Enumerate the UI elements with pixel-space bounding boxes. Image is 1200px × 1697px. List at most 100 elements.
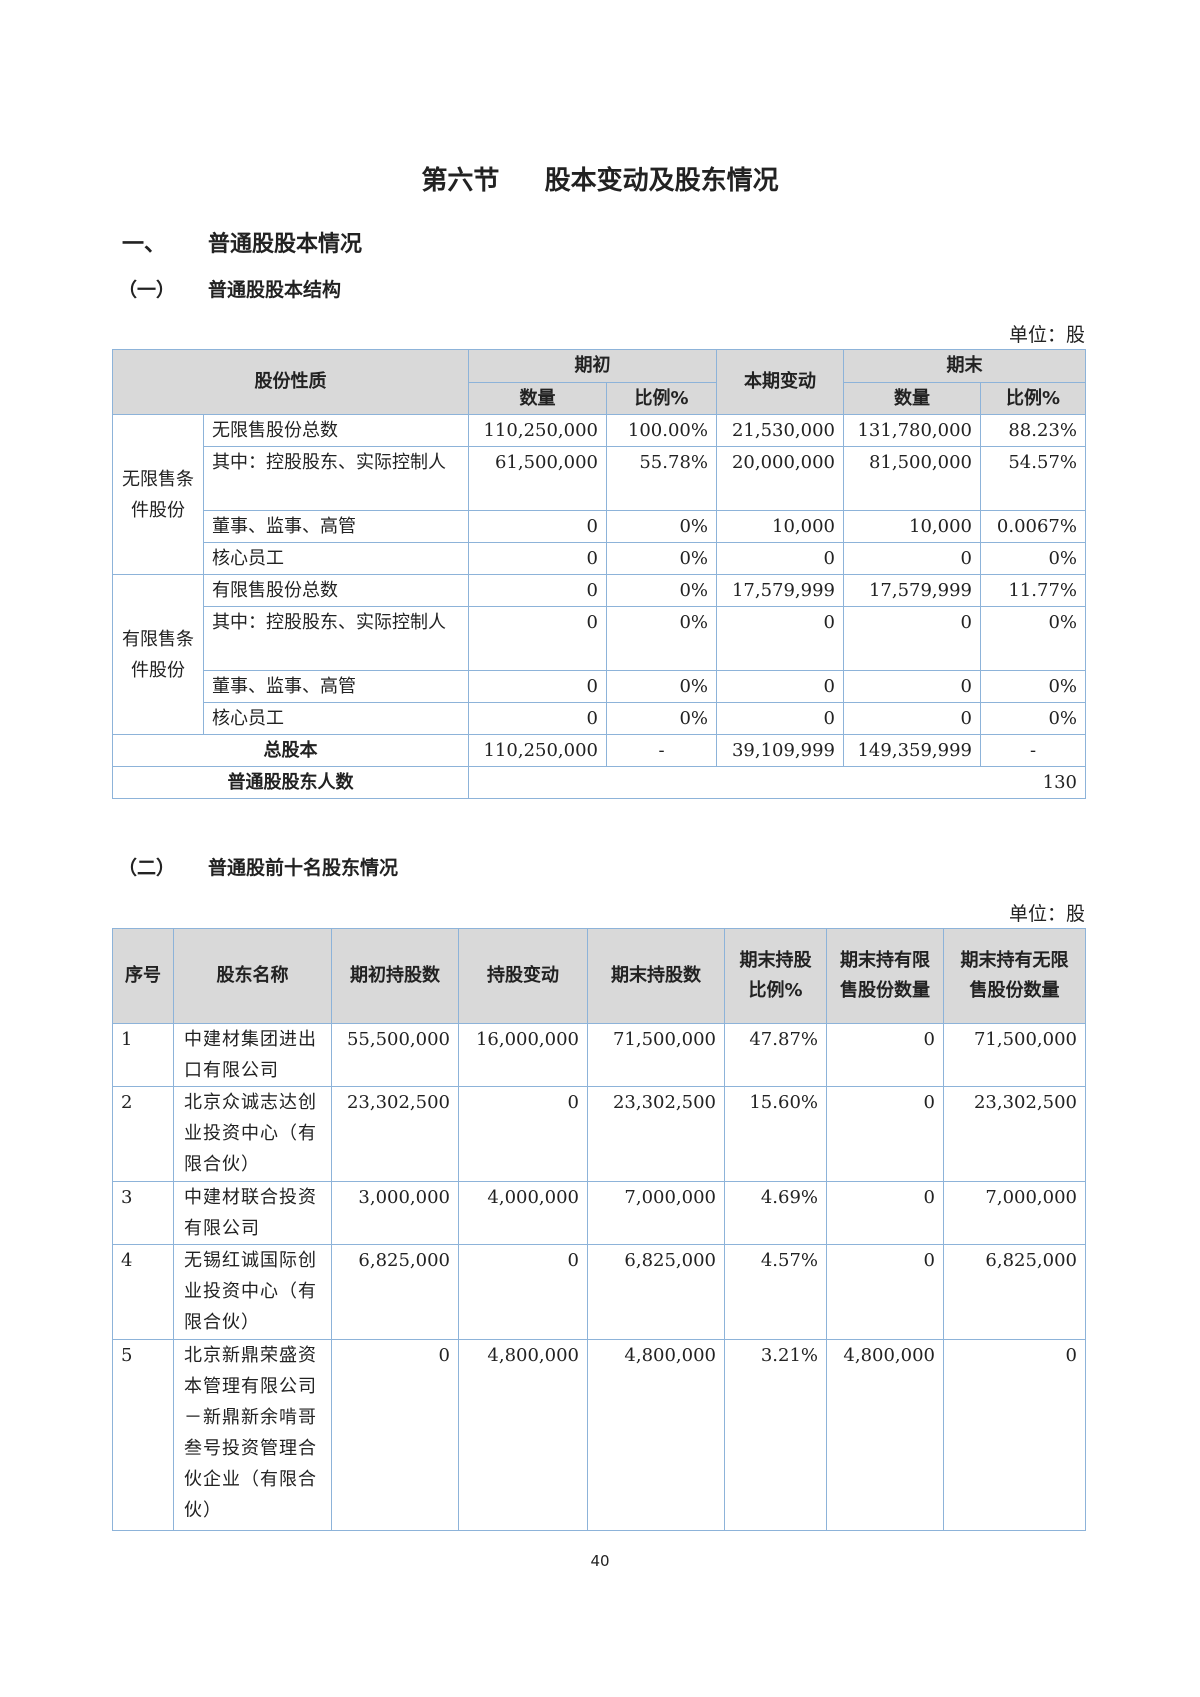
table-cell: 0	[716, 702, 844, 735]
group-label: 有限售条件股份	[112, 574, 204, 735]
table-cell: 0	[843, 542, 981, 575]
total-cell: 149,359,999	[843, 734, 981, 767]
header-end: 期末	[843, 349, 1086, 383]
table-row: 董事、监事、高管 0 0% 0 0 0%	[113, 670, 1086, 703]
table-cell: 71,500,000	[943, 1023, 1086, 1087]
table-cell: 6,825,000	[331, 1244, 459, 1340]
row-label: 董事、监事、高管	[203, 670, 469, 703]
table-cell: 0	[331, 1339, 459, 1531]
table-cell: 0	[468, 606, 607, 671]
column-header: 期末持股比例%	[724, 928, 827, 1024]
table-cell: 54.57%	[980, 446, 1086, 511]
table-cell: 71,500,000	[587, 1023, 725, 1087]
table-cell: 0	[468, 542, 607, 575]
header-row: 序号 股东名称 期初持股数 持股变动 期末持股数 期末持股比例% 期末持有限售股份数量 期末持…	[112, 928, 1086, 1024]
table-cell: 23,302,500	[331, 1086, 459, 1182]
table-row: 董事、监事、高管 0 0% 10,000 10,000 0.0067%	[113, 510, 1086, 543]
table-cell: 15.60%	[724, 1086, 827, 1182]
header-end-qty: 数量	[843, 382, 981, 415]
table-cell: 6,825,000	[943, 1244, 1086, 1340]
row-label: 核心员工	[203, 542, 469, 575]
table-cell: 10,000	[716, 510, 844, 543]
table-row: 无限售条件股份 无限售股份总数 110,250,000 100.00% 21,530,0…	[112, 414, 1086, 575]
holders-row: 普通股股东人数 130	[112, 766, 1086, 799]
table-cell: 0	[468, 702, 607, 735]
table-cell: 0%	[606, 702, 717, 735]
table-cell: 4,000,000	[458, 1181, 588, 1245]
subsection-number: （二）	[118, 857, 176, 879]
column-header: 序号	[112, 928, 174, 1024]
table-cell: 0%	[980, 542, 1086, 575]
column-header: 股东名称	[173, 928, 332, 1024]
table-cell: 23,302,500	[587, 1086, 725, 1182]
row-index: 3	[112, 1181, 174, 1245]
table-cell: 0%	[980, 670, 1086, 703]
table-cell: 10,000	[843, 510, 981, 543]
table-cell: 11.77%	[980, 574, 1086, 607]
total-row: 总股本 110,250,000-39,109,999 149,359,999-	[112, 734, 1086, 767]
table-row: 核心员工 0 0% 0 0 0%	[113, 542, 1086, 575]
total-cell: -	[980, 734, 1086, 767]
table-cell: 4,800,000	[458, 1339, 588, 1531]
shareholder-row: 3 中建材联合投资有限公司 3,000,000 4,000,000 7,000,000 4…	[112, 1181, 1086, 1245]
shareholder-name: 北京众诚志达创业投资中心（有限合伙）	[173, 1086, 332, 1182]
total-cell: -	[606, 734, 717, 767]
table-cell: 47.87%	[724, 1023, 827, 1087]
column-header: 持股变动	[458, 928, 588, 1024]
row-index: 5	[112, 1339, 174, 1531]
column-header: 期末持有限售股份数量	[826, 928, 944, 1024]
row-label: 其中：控股股东、实际控制人	[203, 606, 469, 671]
row-label: 董事、监事、高管	[203, 510, 469, 543]
table-cell: 20,000,000	[716, 446, 844, 511]
shareholder-row: 2 北京众诚志达创业投资中心（有限合伙） 23,302,500 0 23,302,500…	[112, 1086, 1086, 1182]
table-cell: 17,579,999	[716, 574, 844, 607]
table-cell: 110,250,000	[468, 414, 607, 447]
table-cell: 0	[843, 670, 981, 703]
table-cell: 88.23%	[980, 414, 1086, 447]
table-cell: 21,530,000	[716, 414, 844, 447]
table-cell: 0%	[606, 606, 717, 671]
shareholder-row: 1 中建材集团进出口有限公司 55,500,000 16,000,000 71,500,…	[112, 1023, 1086, 1087]
table-cell: 0	[458, 1086, 588, 1182]
table-cell: 0%	[606, 574, 717, 607]
row-label: 核心员工	[203, 702, 469, 735]
table-row: 有限售条件股份 有限售股份总数 0 0% 17,579,999 17,579,999 11.…	[112, 574, 1086, 735]
table-cell: 0	[943, 1339, 1086, 1531]
table-cell: 0	[468, 670, 607, 703]
table-cell: 0	[716, 542, 844, 575]
header-change: 本期变动	[716, 349, 844, 415]
group-label: 无限售条件股份	[112, 414, 204, 575]
table-row: 核心员工 0 0% 0 0 0%	[113, 702, 1086, 735]
table-row: 其中：控股股东、实际控制人 61,500,000 55.78% 20,000,000 8…	[113, 446, 1086, 511]
table-cell: 17,579,999	[843, 574, 981, 607]
table-cell: 0	[826, 1244, 944, 1340]
table-cell: 0%	[980, 702, 1086, 735]
section-heading: 普通股股本情况	[208, 232, 363, 257]
subsection-heading: 普通股股本结构	[208, 279, 342, 301]
holders-count: 130	[468, 766, 1086, 799]
column-header: 期初持股数	[331, 928, 459, 1024]
table-cell: 7,000,000	[943, 1181, 1086, 1245]
table-cell: 4.57%	[724, 1244, 827, 1340]
table-cell: 0	[716, 670, 844, 703]
row-index: 1	[112, 1023, 174, 1087]
subsection-heading: 普通股前十名股东情况	[208, 857, 399, 879]
total-label: 总股本	[112, 734, 469, 767]
section-number: 一、	[122, 232, 167, 257]
table-cell: 0	[468, 510, 607, 543]
table-cell: 0	[843, 702, 981, 735]
table-cell: 4.69%	[724, 1181, 827, 1245]
row-index: 4	[112, 1244, 174, 1340]
subsection-number: （一）	[118, 279, 176, 301]
shareholder-row: 4 无锡红诚国际创业投资中心（有限合伙） 6,825,000 0 6,825,000 4.…	[112, 1244, 1086, 1340]
page-title: 第六节 股本变动及股东情况	[421, 166, 779, 196]
holders-label: 普通股股东人数	[112, 766, 469, 799]
header-begin: 期初	[468, 349, 717, 383]
column-header: 期末持有无限售股份数量	[943, 928, 1086, 1024]
column-header: 期末持股数	[587, 928, 725, 1024]
table-cell: 7,000,000	[587, 1181, 725, 1245]
row-label: 其中：控股股东、实际控制人	[203, 446, 469, 511]
unit-label: 单位：股	[1008, 903, 1085, 925]
table-cell: 6,825,000	[587, 1244, 725, 1340]
table-cell: 3,000,000	[331, 1181, 459, 1245]
